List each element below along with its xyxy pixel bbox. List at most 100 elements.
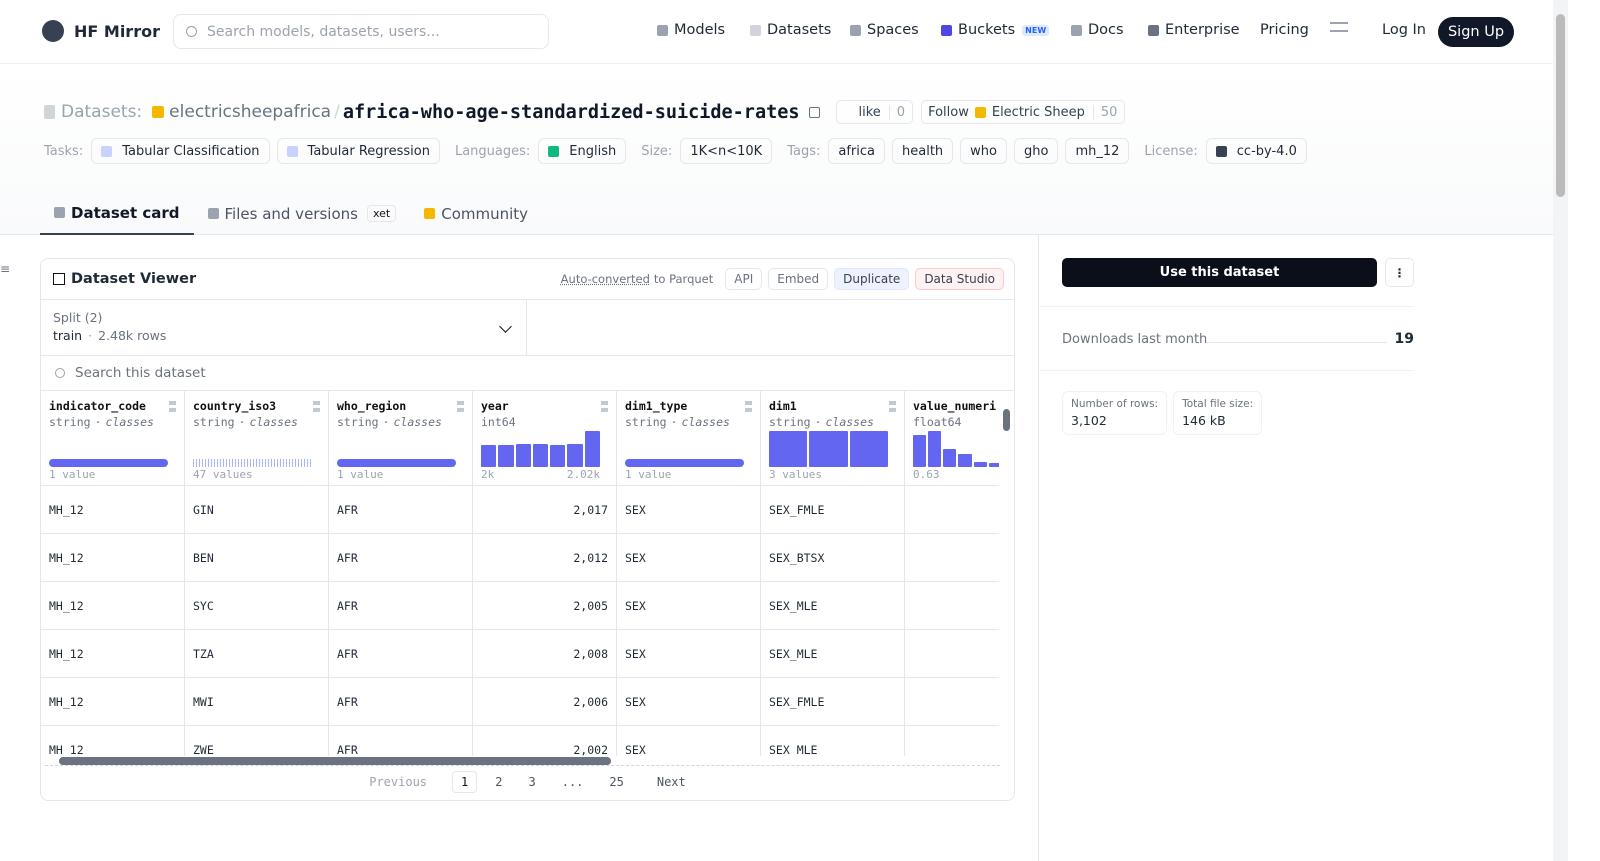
tag[interactable]: 1K<n<10K <box>680 138 773 164</box>
column-header[interactable]: indicator_code string · classes 1 value <box>41 391 184 486</box>
toc-icon[interactable]: ≡ <box>0 262 11 276</box>
column-header[interactable]: dim1_type string · classes 1 value <box>617 391 760 486</box>
more-button[interactable]: ⋮ <box>1385 258 1414 287</box>
nav-link[interactable]: Enterprise <box>1148 22 1240 38</box>
dataset-search[interactable]: Search this dataset <box>41 355 1014 391</box>
nav-link[interactable]: Models <box>657 22 725 38</box>
column-header[interactable]: country_iso3 string · classes 47 values <box>185 391 328 486</box>
viewer-action[interactable]: API <box>725 268 763 290</box>
table-cell[interactable]: SEX <box>617 630 760 678</box>
tab[interactable]: Community <box>410 192 542 235</box>
table-cell[interactable]: 2,012 <box>473 534 616 582</box>
table-cell[interactable]: AFR <box>329 678 472 726</box>
table-cell[interactable]: BEN <box>185 534 328 582</box>
table-cell[interactable]: MH_12 <box>41 678 184 726</box>
nav-link[interactable]: Pricing <box>1260 22 1309 38</box>
table-cell[interactable]: MH_12 <box>41 486 184 534</box>
table-cell[interactable]: 31. <box>905 726 999 756</box>
table-cell[interactable]: SEX_BTSX <box>761 534 904 582</box>
table-cell[interactable]: 14. <box>905 582 999 630</box>
viewer-action[interactable]: Duplicate <box>834 268 910 290</box>
table-cell[interactable]: MH_12 <box>41 534 184 582</box>
use-dataset-button[interactable]: Use this dataset <box>1062 258 1377 287</box>
page-link[interactable]: Previous <box>369 775 428 789</box>
page-link[interactable]: 3 <box>528 775 536 789</box>
horizontal-scroll-thumb[interactable] <box>59 757 611 765</box>
tag[interactable]: cc-by-4.0 <box>1205 138 1307 164</box>
menu-icon[interactable] <box>1330 22 1348 32</box>
table-cell[interactable]: ZWE <box>185 726 328 757</box>
column-header[interactable]: dim1 string · classes 3 values <box>761 391 904 486</box>
page-link[interactable]: 1 <box>452 771 478 793</box>
tag[interactable]: who <box>960 138 1007 164</box>
page-link[interactable]: 2 <box>495 775 503 789</box>
table-cell[interactable]: SEX_MLE <box>761 726 904 757</box>
table-cell[interactable]: SYC <box>185 582 328 630</box>
search-box[interactable]: Search models, datasets, users... <box>173 14 549 49</box>
table-cell[interactable]: SEX <box>617 486 760 534</box>
tab[interactable]: Dataset card <box>40 192 194 235</box>
owner[interactable]: electricsheepafrica <box>169 102 332 122</box>
table-cell[interactable]: 12. <box>905 534 999 582</box>
copy-icon[interactable] <box>808 106 820 118</box>
column-header[interactable]: who_region string · classes 1 value <box>329 391 472 486</box>
column-header[interactable]: value_numeri float64 0.63 <box>905 391 999 486</box>
brand[interactable]: HF Mirror <box>42 20 160 42</box>
vertical-scroll-thumb[interactable] <box>1003 409 1010 431</box>
table-cell[interactable]: TZA <box>185 630 328 678</box>
table-cell[interactable]: GIN <box>185 486 328 534</box>
table-cell[interactable]: SEX_FMLE <box>761 678 904 726</box>
table-cell[interactable]: SEX <box>617 726 760 757</box>
table-cell[interactable]: 13. <box>905 630 999 678</box>
table-cell[interactable]: SEX_MLE <box>761 582 904 630</box>
column-header[interactable]: year int64 2k 2.02k <box>473 391 616 486</box>
table-cell[interactable]: MWI <box>185 678 328 726</box>
table-cell[interactable]: SEX_MLE <box>761 630 904 678</box>
table-cell[interactable]: AFR <box>329 486 472 534</box>
tab[interactable]: Files and versions xet <box>194 192 411 235</box>
table-cell[interactable]: AFR <box>329 534 472 582</box>
like-button[interactable]: like 0 <box>835 100 914 124</box>
table-cell[interactable]: SEX <box>617 582 760 630</box>
table-cell[interactable]: SEX_FMLE <box>761 486 904 534</box>
table-cell[interactable]: MH_12 <box>41 582 184 630</box>
table-cell[interactable]: 5. <box>905 486 999 534</box>
table-cell[interactable]: SEX <box>617 678 760 726</box>
repo-name[interactable]: africa-who-age-standardized-suicide-rate… <box>342 101 800 123</box>
tag[interactable]: Tabular Regression <box>276 138 440 164</box>
tag[interactable]: mh_12 <box>1065 138 1130 164</box>
table-cell[interactable]: 2,006 <box>473 678 616 726</box>
scrollbar-thumb[interactable] <box>1556 14 1565 197</box>
table-cell[interactable]: AFR <box>329 726 472 757</box>
nav-link[interactable]: Docs <box>1071 22 1124 38</box>
table-cell[interactable]: AFR <box>329 630 472 678</box>
page-link[interactable]: Next <box>656 775 686 789</box>
split-selector[interactable]: Split (2) train · 2.48k rows <box>41 299 527 355</box>
viewer-action[interactable]: Embed <box>768 268 829 290</box>
tag[interactable]: gho <box>1013 138 1059 164</box>
table-cell[interactable]: 2,005 <box>473 582 616 630</box>
table-cell[interactable]: SEX <box>617 534 760 582</box>
table-cell[interactable]: MH_12 <box>41 630 184 678</box>
auto-converted[interactable]: Auto-converted <box>560 272 650 286</box>
signup[interactable]: Sign Up <box>1438 17 1514 47</box>
tag[interactable]: Tabular Classification <box>91 138 270 164</box>
table-cell[interactable]: AFR <box>329 582 472 630</box>
nav-link[interactable]: Datasets <box>750 22 831 38</box>
nav-link[interactable]: Buckets NEW <box>941 22 1050 38</box>
table-cell[interactable]: 2,008 <box>473 630 616 678</box>
table-cell[interactable]: 2,017 <box>473 486 616 534</box>
login[interactable]: Log In <box>1382 22 1426 38</box>
follow-button[interactable]: Follow Electric Sheep 50 <box>921 100 1126 124</box>
nav-link[interactable]: Spaces <box>850 22 919 38</box>
table-cell[interactable]: 4. <box>905 678 999 726</box>
viewer-action[interactable]: Data Studio <box>915 268 1004 290</box>
page-link[interactable]: 25 <box>609 775 624 789</box>
tag[interactable]: africa <box>828 138 885 164</box>
tag[interactable]: health <box>892 138 954 164</box>
page-link[interactable]: ... <box>561 775 584 789</box>
column-type: string · classes <box>337 415 464 429</box>
table-cell[interactable]: 2,002 <box>473 726 616 757</box>
tag[interactable]: English <box>538 138 627 164</box>
table-cell[interactable]: MH_12 <box>41 726 184 757</box>
